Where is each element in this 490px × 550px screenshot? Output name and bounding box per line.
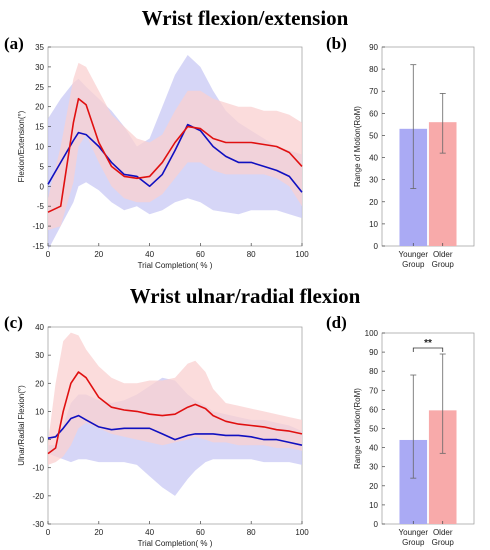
x-axis-label-c: Trial Completion( % ) [138,539,213,548]
y-tick-label-c: -10 [32,464,44,473]
y-axis-label-d: Range of Motion(RoM) [353,388,362,469]
y-tick-label-a: 35 [35,43,44,52]
plot-area-d [381,332,475,525]
panel-label-c: (c) [4,313,23,332]
y-tick-label-a: 0 [40,182,45,191]
x-tick-label-a: 60 [196,250,205,259]
x-tick-label-a: 100 [295,250,309,259]
y-tick-label-b: 30 [369,176,378,185]
x-tick-label-c: 20 [94,528,103,537]
bottom-section-title: Wrist ulnar/radial flexion [129,284,361,308]
category-label-b: Younger [399,250,429,259]
y-tick-label-c: -20 [32,492,44,501]
x-tick-label-c: 100 [295,528,309,537]
category-label-d: Group [402,538,425,547]
y-tick-label-c: 30 [35,351,44,360]
y-tick-label-b: 90 [369,43,378,52]
significance-bracket-d [412,347,444,353]
y-tick-label-d: 20 [369,482,378,491]
y-tick-label-d: 60 [369,405,378,414]
significance-marker-d: ** [424,338,432,349]
category-label-d: Group [432,538,455,547]
panel-label-a: (a) [4,34,24,53]
y-tick-label-d: 100 [365,329,379,338]
x-tick-label-c: 80 [247,528,256,537]
y-tick-label-b: 60 [369,109,378,118]
top-section-title: Wrist flexion/extension [141,6,349,30]
y-tick-label-d: 70 [369,386,378,395]
y-tick-label-a: 30 [35,63,44,72]
older-mean-line-c [47,371,303,455]
younger-mean-line-a [47,123,303,193]
y-tick-label-d: 30 [369,463,378,472]
older-mean-line-a [47,97,303,213]
y-tick-label-a: -5 [37,202,45,211]
y-tick-label-a: 25 [35,83,44,92]
x-tick-label-c: 40 [145,528,154,537]
y-tick-label-d: 10 [369,501,378,510]
y-tick-label-a: 5 [40,162,45,171]
y-tick-label-b: 70 [369,87,378,96]
plot-area-b [381,46,475,247]
y-tick-label-a: 15 [35,123,44,132]
y-tick-label-d: 50 [369,425,378,434]
category-label-b: Group [432,260,455,269]
y-tick-label-a: -10 [32,222,44,231]
older-variability-band-c [48,332,302,465]
y-tick-label-b: 50 [369,131,378,140]
x-tick-label-a: 0 [46,250,51,259]
y-tick-label-b: 40 [369,154,378,163]
category-label-b: Group [402,260,425,269]
younger-mean-line-c [47,414,303,446]
y-tick-label-c: 20 [35,379,44,388]
panel-label-b: (b) [326,34,347,53]
x-axis-label-a: Trial Completion( % ) [138,261,213,270]
y-tick-label-d: 0 [374,520,379,529]
category-label-d: Older [433,528,453,537]
y-tick-label-a: 20 [35,103,44,112]
x-tick-label-a: 80 [247,250,256,259]
y-tick-label-a: 10 [35,143,44,152]
y-tick-label-b: 20 [369,198,378,207]
x-tick-label-a: 20 [94,250,103,259]
y-tick-label-b: 0 [374,242,379,251]
panel-label-d: (d) [326,313,347,332]
x-tick-label-c: 60 [196,528,205,537]
y-tick-label-c: 0 [40,436,45,445]
older-variability-band-a [48,62,302,231]
y-axis-label-a: Flexion/Extension(°) [17,110,26,182]
y-axis-label-c: Ulnar/Radial Flexion(°) [17,385,26,466]
y-tick-label-c: 40 [35,323,44,332]
y-axis-label-b: Range of Motion(RoM) [353,106,362,187]
y-tick-label-c: -30 [32,520,44,529]
x-tick-label-c: 0 [46,528,51,537]
y-tick-label-d: 40 [369,444,378,453]
y-tick-label-d: 80 [369,367,378,376]
category-label-d: Younger [399,528,429,537]
y-tick-label-b: 80 [369,65,378,74]
y-tick-label-a: -15 [32,242,44,251]
category-label-b: Older [433,250,453,259]
y-tick-label-b: 10 [369,220,378,229]
y-tick-label-c: 10 [35,407,44,416]
y-tick-label-d: 90 [369,348,378,357]
x-tick-label-a: 40 [145,250,154,259]
